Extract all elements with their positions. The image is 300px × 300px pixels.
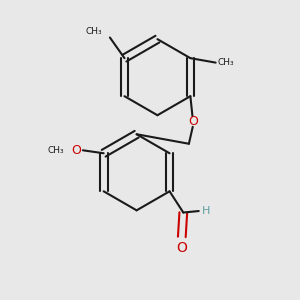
Text: CH₃: CH₃ xyxy=(217,58,234,67)
Text: O: O xyxy=(176,242,187,255)
Text: O: O xyxy=(71,144,81,157)
Text: CH₃: CH₃ xyxy=(86,27,103,36)
Text: O: O xyxy=(188,115,198,128)
Text: H: H xyxy=(202,206,210,216)
Text: CH₃: CH₃ xyxy=(48,146,64,155)
